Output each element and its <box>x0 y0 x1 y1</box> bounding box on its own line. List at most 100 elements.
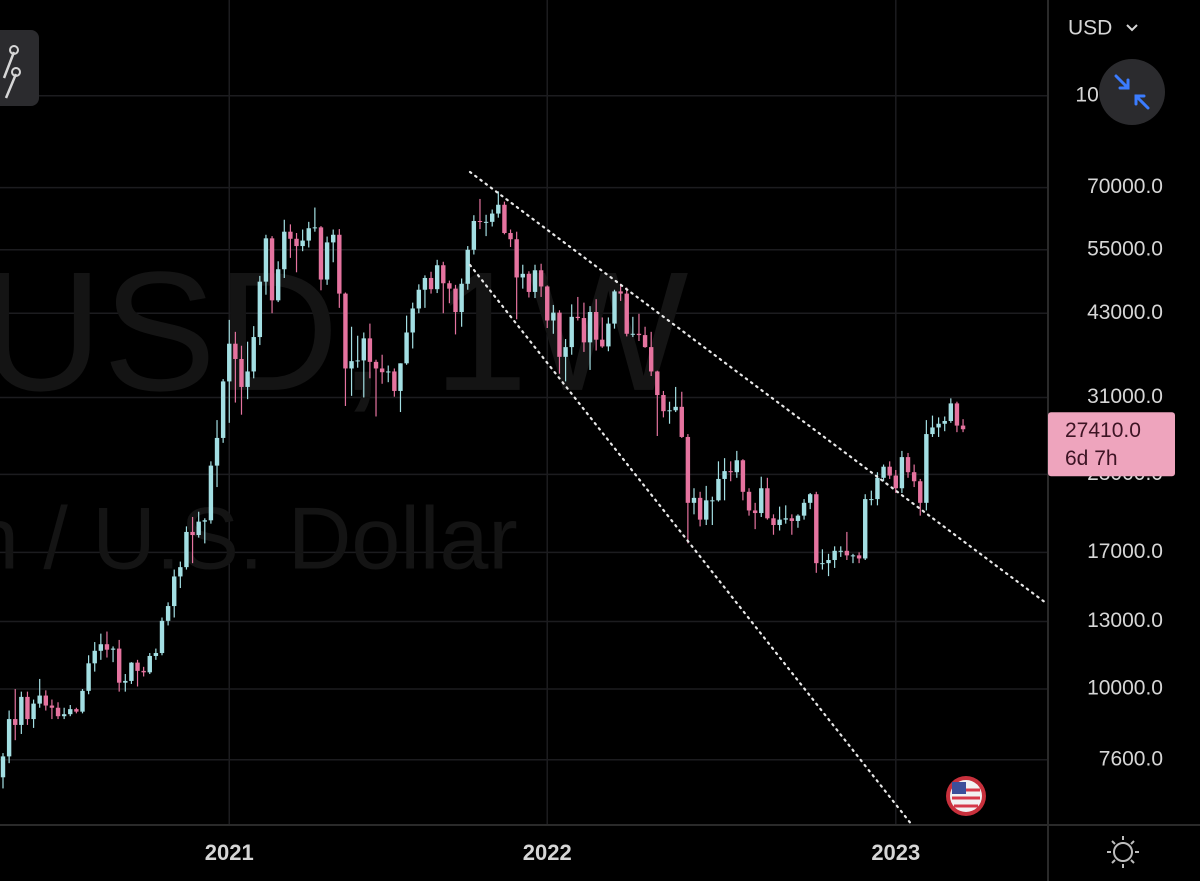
candle-body <box>74 709 79 712</box>
candle-body <box>606 323 611 347</box>
candle-body <box>942 420 947 424</box>
candle-body <box>924 434 929 503</box>
candle-body <box>459 283 464 313</box>
y-tick-label: 17000.0 <box>1087 540 1163 563</box>
candle-body <box>251 337 256 372</box>
candle-body <box>630 333 636 335</box>
candle-body <box>123 680 128 683</box>
candle-body <box>159 620 165 654</box>
candle-body <box>563 347 568 357</box>
candle-body <box>331 234 336 243</box>
x-tick-label: 2022 <box>523 840 572 865</box>
y-tick-label: 7600.0 <box>1099 747 1163 770</box>
candle-body <box>343 293 348 369</box>
price-label: 27410.0 <box>1065 419 1141 442</box>
candle-body <box>532 270 538 292</box>
candle-body <box>642 335 648 348</box>
candle-body <box>490 213 495 222</box>
candle-body <box>178 567 183 577</box>
candle-body <box>685 436 691 503</box>
candle-body <box>434 265 440 290</box>
settings-icon <box>1107 836 1139 868</box>
candle-body <box>202 520 207 522</box>
candle-body <box>239 358 244 387</box>
candle-body <box>545 286 550 321</box>
candle-body <box>129 662 134 681</box>
candle-body <box>795 515 801 521</box>
candle-body <box>294 238 299 247</box>
candle-body <box>355 360 360 362</box>
candle-body <box>777 519 782 526</box>
candle-body <box>697 497 703 520</box>
candle-body <box>887 466 892 476</box>
candle-body <box>31 703 36 720</box>
candle-body <box>6 719 12 757</box>
collapse-icon <box>1114 74 1150 110</box>
candle-body <box>110 648 116 650</box>
candle-body <box>300 240 305 247</box>
candle-body <box>863 499 868 559</box>
candle-body <box>850 555 856 557</box>
trend-line <box>468 170 1048 605</box>
candle-body <box>918 481 923 503</box>
candle-body <box>771 518 776 526</box>
candle-body <box>618 291 623 294</box>
candle-body <box>404 332 409 364</box>
candle-body <box>312 227 318 229</box>
candle-body <box>196 521 201 536</box>
candle-body <box>746 491 752 511</box>
candle-body <box>190 531 195 536</box>
y-tick-label: 55000.0 <box>1087 237 1163 260</box>
candle-body <box>184 531 189 568</box>
candle-body <box>740 460 746 492</box>
currency[interactable]: USD <box>1068 17 1112 40</box>
candle-body <box>49 705 55 708</box>
candle-body <box>410 308 415 333</box>
candle-body <box>936 423 941 428</box>
axes: 7600.010000.013000.017000.023000.031000.… <box>205 83 1175 865</box>
y-tick-label: 43000.0 <box>1087 301 1163 324</box>
candle-body <box>37 695 42 704</box>
candle-body <box>483 221 489 223</box>
candle-body <box>691 497 697 503</box>
candle-body <box>600 339 605 347</box>
candle-body <box>612 291 617 324</box>
candle-body <box>526 273 532 292</box>
candle-body <box>55 707 61 717</box>
candle-body <box>220 381 226 438</box>
candle-body <box>905 457 911 473</box>
candle-body <box>98 644 104 651</box>
candle-body <box>704 500 709 520</box>
flag-canton <box>952 782 966 794</box>
candle-body <box>68 709 73 715</box>
settings-icon[interactable] <box>1113 842 1133 862</box>
candle-body <box>398 363 403 391</box>
candle-body <box>954 403 960 426</box>
x-tick-label: 2021 <box>205 840 254 865</box>
candle-body <box>838 550 843 552</box>
candle-body <box>428 277 434 290</box>
time-scale <box>0 826 1200 881</box>
candle-body <box>275 269 281 301</box>
candle-body <box>135 662 140 671</box>
collapse-button[interactable] <box>1099 59 1165 125</box>
drawing-tool-button[interactable] <box>0 30 39 106</box>
candle-body <box>930 427 935 435</box>
trend-line <box>468 263 914 827</box>
candle-body <box>165 606 171 621</box>
candle-body <box>538 270 544 287</box>
candle-body <box>153 653 159 656</box>
candle-body <box>679 406 684 437</box>
candle-body <box>710 500 715 502</box>
candle-body <box>648 347 654 372</box>
candle-body <box>734 460 739 473</box>
candle-body <box>557 312 562 357</box>
candle-body <box>667 410 672 412</box>
candle-body <box>233 343 238 359</box>
candle-body <box>807 494 813 503</box>
candle-body <box>581 318 587 343</box>
price-label-box <box>1048 412 1175 477</box>
candle-body <box>948 403 954 421</box>
candle-body <box>844 550 850 556</box>
candle-body <box>318 227 324 280</box>
